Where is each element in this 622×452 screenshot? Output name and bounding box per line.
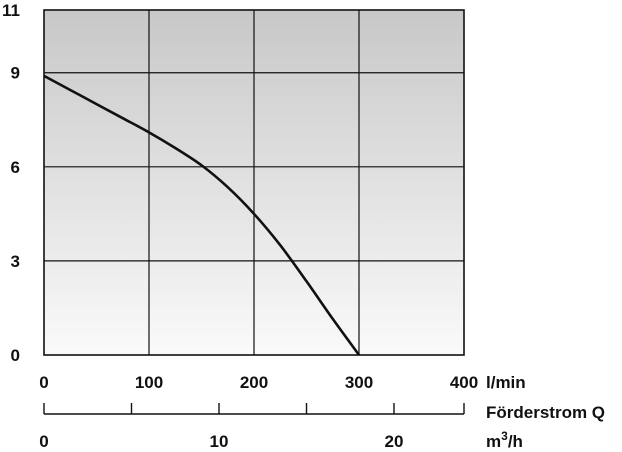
x-tick-label-lmin: 400: [450, 373, 478, 392]
y-tick-label: 9: [11, 64, 20, 83]
y-tick-label: 11: [2, 1, 20, 20]
plot-frame: [43, 9, 465, 356]
y-tick-label: 0: [11, 346, 20, 365]
x-axis-title: Förderstrom Q: [486, 403, 605, 422]
unit-m3h-superscript: 3: [501, 429, 508, 443]
x-axis-lmin-ticks: 0 100 200 300 400: [39, 373, 478, 392]
x-axis-unit-m3h: m3/h: [486, 429, 523, 451]
series-line: [43, 74, 361, 356]
x-tick-label-lmin: 200: [240, 373, 268, 392]
unit-m3h-tail: /h: [508, 432, 523, 451]
grid: [44, 10, 464, 355]
x-tick-label-m3h: 10: [210, 432, 229, 451]
x-axis-unit-lmin: l/min: [486, 373, 526, 392]
y-axis-ticks: 0 3 6 9 11: [2, 1, 20, 365]
y-tick-label: 6: [11, 158, 20, 177]
unit-m3h-base: m: [486, 432, 501, 451]
x-tick-label-m3h: 0: [39, 432, 48, 451]
x-tick-label-lmin: 0: [39, 373, 48, 392]
y-tick-label: 3: [11, 252, 20, 271]
x-axis-m3h-ticks: 0 10 20: [39, 403, 465, 451]
x-tick-label-lmin: 300: [345, 373, 373, 392]
x-tick-label-lmin: 100: [135, 373, 163, 392]
x-tick-label-m3h: 20: [385, 432, 404, 451]
